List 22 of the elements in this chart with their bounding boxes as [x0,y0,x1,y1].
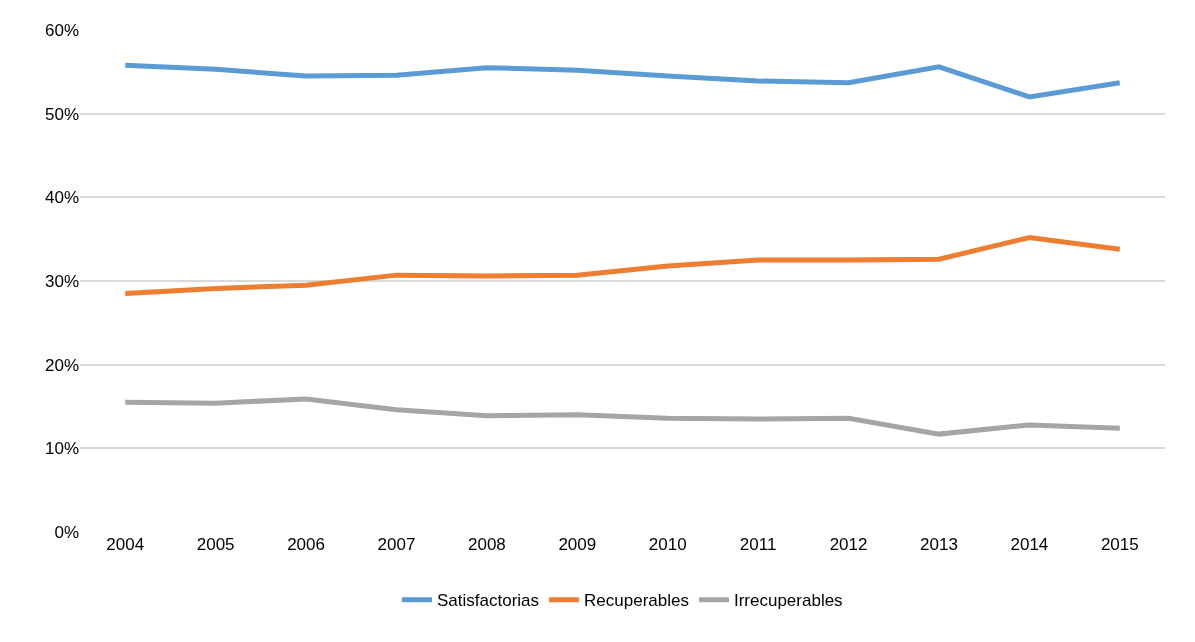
y-tick-label: 30% [44,271,79,291]
x-tick-label: 2010 [648,535,687,554]
x-tick-label: 2007 [377,535,416,554]
y-tick-label: 0% [54,522,79,542]
x-tick-label: 2005 [196,535,235,554]
y-tick-label: 20% [44,355,79,375]
x-tick-label: 2013 [920,535,958,554]
y-tick-label: 40% [44,188,79,208]
y-tick-label: 10% [44,439,79,459]
x-tick-label: 2015 [1100,535,1139,554]
legend-label: Recuperables [584,591,689,611]
x-tick-label: 2009 [558,535,597,554]
x-tick-label: 2008 [467,535,506,554]
legend-label: Satisfactorias [437,591,540,611]
y-tick-label: 50% [44,104,79,124]
x-tick-label: 2014 [1010,535,1049,554]
legend-label: Irrecuperables [733,591,843,611]
x-tick-label: 2006 [287,535,325,554]
x-tick-label: 2004 [106,535,145,554]
y-tick-label: 60% [44,20,79,40]
x-tick-label: 2012 [829,535,868,554]
x-tick-label: 2011 [739,535,777,554]
